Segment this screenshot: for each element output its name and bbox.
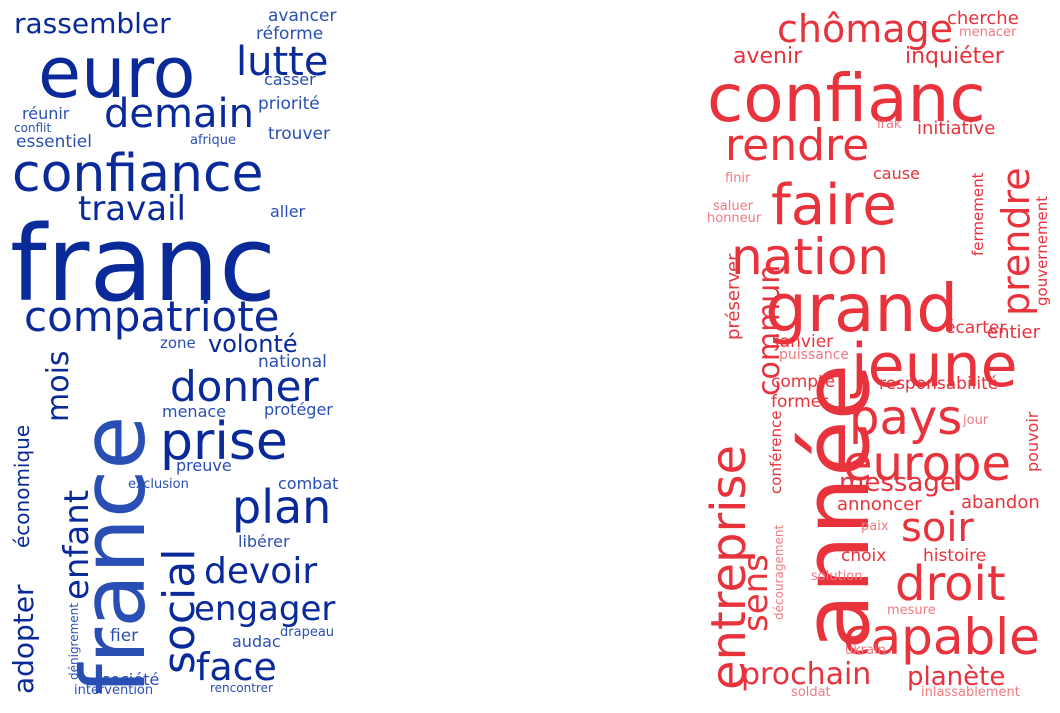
blue-word-enfant: enfant xyxy=(57,489,97,600)
red-word-entier: entier xyxy=(987,322,1041,343)
red-word-avenir: avenir xyxy=(733,44,803,69)
blue-word-reforme: réforme xyxy=(256,24,324,44)
blue-word-franc: franc xyxy=(10,203,277,325)
blue-word-zone: zone xyxy=(160,334,196,352)
blue-word-economique: économique xyxy=(10,424,34,548)
blue-word-plan: plan xyxy=(232,480,332,534)
blue-word-combat: combat xyxy=(278,474,339,493)
red-word-jour: jour xyxy=(963,413,989,428)
red-word-ukrain: ukrain xyxy=(845,643,886,658)
blue-word-devoir: devoir xyxy=(204,551,318,592)
red-word-annoncer: annoncer xyxy=(837,494,922,515)
blue-word-prise: prise xyxy=(160,412,288,472)
blue-word-afrique: afrique xyxy=(190,133,236,148)
red-word-nation: nation xyxy=(731,228,890,286)
blue-word-mois: mois xyxy=(41,350,76,422)
red-word-prendre: prendre xyxy=(994,167,1038,316)
blue-word-aller: aller xyxy=(270,202,306,221)
blue-word-audac: audac xyxy=(232,632,281,651)
red-word-inlassablement: inlassablement xyxy=(921,685,1020,700)
red-word-chomage: chômage xyxy=(777,7,954,51)
red-word-responsabilite: responsabilité xyxy=(879,374,999,394)
blue-word-fier: fier xyxy=(110,626,139,646)
blue-word-conflit: conflit xyxy=(14,121,52,135)
red-word-gouvernement: gouvernement xyxy=(1033,195,1051,306)
blue-word-intervention: intervention xyxy=(74,683,154,698)
red-word-prochain: prochain xyxy=(741,657,872,692)
blue-word-travail: travail xyxy=(78,189,186,229)
red-word-grand: grand xyxy=(765,270,959,347)
blue-word-avancer: avancer xyxy=(268,6,337,26)
blue-word-proteger: protéger xyxy=(264,400,333,419)
red-word-menacer: menacer xyxy=(959,25,1017,40)
red-word-cause: cause xyxy=(873,164,920,183)
blue-word-reunir: réunir xyxy=(22,104,70,123)
red-word-preserver: préserver xyxy=(723,253,744,340)
blue-word-volonte: volonté xyxy=(208,330,298,358)
red-word-planete: planète xyxy=(907,662,1006,692)
red-word-choix: choix xyxy=(841,546,887,566)
blue-word-rassembler: rassembler xyxy=(14,7,171,40)
blue-word-cloud: franc france euro confiance compatriote prise… xyxy=(0,0,365,713)
red-word-message: message xyxy=(839,468,956,498)
red-word-janvier: janvier xyxy=(775,332,834,352)
blue-word-casser: casser xyxy=(264,70,316,89)
blue-word-menace: menace xyxy=(162,402,227,421)
red-word-conference: conférence xyxy=(767,410,785,495)
blue-word-confiance: confiance xyxy=(12,144,264,204)
red-word-saluer: saluer xyxy=(713,199,753,214)
red-word-cherche: cherche xyxy=(947,8,1019,29)
red-word-pays: pays xyxy=(849,390,963,446)
red-word-compte: compte xyxy=(771,372,836,392)
red-word-histoire: histoire xyxy=(923,546,987,566)
red-word-jeune: jeune xyxy=(851,331,1018,401)
red-word-soir: soir xyxy=(901,505,974,551)
red-word-decouragement: découragement xyxy=(772,524,786,620)
red-word-paix: paix xyxy=(861,519,889,534)
red-word-finir: finir xyxy=(725,171,751,186)
red-word-puissance: puissance xyxy=(779,347,849,363)
red-word-irak: irak xyxy=(877,117,902,132)
red-word-soldat: soldat xyxy=(791,685,831,700)
blue-word-essentiel: essentiel xyxy=(16,132,92,152)
blue-word-trouver: trouver xyxy=(268,124,330,144)
blue-word-preuve: preuve xyxy=(176,456,232,475)
red-word-honneur: honneur xyxy=(707,211,762,226)
red-word-abandon: abandon xyxy=(961,492,1040,513)
blue-word-adopter: adopter xyxy=(7,584,40,694)
red-word-pouvoir: pouvoir xyxy=(1023,411,1042,472)
blue-word-priorite: priorité xyxy=(258,94,320,114)
blue-word-donner: donner xyxy=(170,362,319,411)
red-word-initiative: initiative xyxy=(917,118,996,139)
red-word-faire: faire xyxy=(771,173,897,238)
red-word-fermement: fermement xyxy=(969,172,987,256)
red-word-confianc: confianc xyxy=(707,60,986,137)
blue-word-euro: euro xyxy=(38,32,196,114)
blue-word-denigrement: dénigrement xyxy=(67,603,81,680)
red-word-solution: solution xyxy=(811,569,863,584)
blue-word-national: national xyxy=(258,352,327,372)
blue-word-engager: engager xyxy=(194,589,336,629)
blue-word-rencontrer: rencontrer xyxy=(210,681,273,695)
red-word-cloud: confianc chômage cherche menacer avenir inqui… xyxy=(695,0,1060,713)
red-word-capable: capable xyxy=(843,608,1040,666)
blue-word-face: face xyxy=(196,645,277,689)
blue-word-societe: société xyxy=(102,670,160,689)
blue-word-exclusion: exclusion xyxy=(128,477,189,492)
red-word-droit: droit xyxy=(895,556,1006,612)
blue-word-demain: demain xyxy=(104,91,254,137)
red-word-former: former xyxy=(771,392,829,412)
red-word-europe: europe xyxy=(843,436,1011,492)
red-word-inquieter: inquiéter xyxy=(905,44,1004,69)
blue-word-drapeau: drapeau xyxy=(280,625,335,640)
red-word-ecarter: écarter xyxy=(945,318,1007,338)
blue-word-compatriote: compatriote xyxy=(24,292,280,341)
red-word-mesure: mesure xyxy=(887,603,936,618)
red-word-sens: sens xyxy=(736,554,776,632)
red-word-rendre: rendre xyxy=(725,120,870,171)
blue-word-lutte: lutte xyxy=(236,39,329,85)
blue-word-liberer: libérer xyxy=(238,532,290,551)
